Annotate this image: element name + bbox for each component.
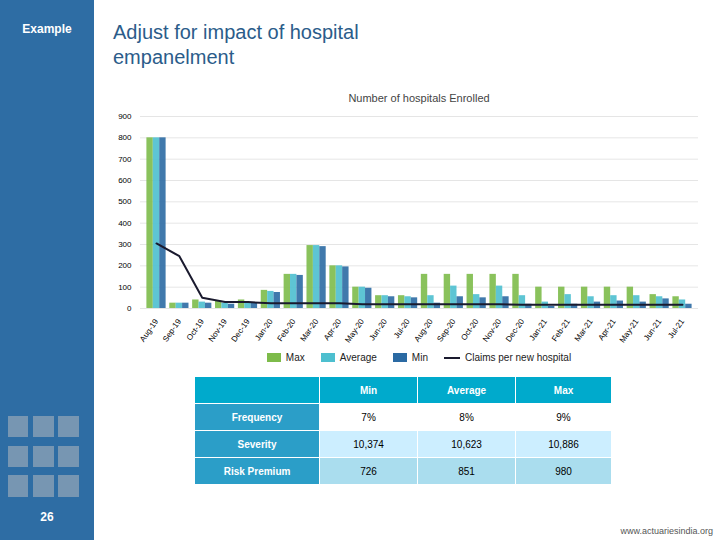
svg-text:Jun-21: Jun-21 (642, 317, 664, 343)
html-text:Number of hospitals Enrolled: Number of hospitals Enrolled (348, 92, 490, 104)
svg-text:Nov-19: Nov-19 (207, 317, 229, 344)
html-text:980: 980 (555, 465, 572, 477)
html-text:26: 26 (40, 510, 54, 524)
html-text:Claims per new hospital: Claims per new hospital (465, 352, 572, 363)
svg-text:400: 400 (118, 219, 132, 228)
html-text:Max: Max (285, 352, 305, 363)
svg-text:Apr-21: Apr-21 (596, 317, 617, 342)
svg-text:Feb-21: Feb-21 (550, 317, 572, 343)
svg-text:Jan-21: Jan-21 (528, 317, 550, 343)
svg-text:Sep-19: Sep-19 (161, 317, 183, 344)
svg-text:300: 300 (118, 240, 132, 249)
svg-text:200: 200 (118, 261, 132, 270)
svg-text:700: 700 (118, 155, 132, 164)
svg-text:Jul-20: Jul-20 (392, 317, 412, 340)
svg-text:Dec-19: Dec-19 (230, 317, 252, 344)
html-text:8%: 8% (459, 411, 474, 423)
html-text:726: 726 (360, 465, 377, 477)
svg-text:Jan-20: Jan-20 (253, 317, 275, 343)
html-text:www.actuariesindia.org: www.actuariesindia.org (620, 526, 713, 536)
svg-text:Oct-19: Oct-19 (185, 317, 206, 342)
svg-text:May-20: May-20 (343, 317, 366, 344)
svg-text:500: 500 (118, 197, 132, 206)
html-text:Average: Average (339, 352, 377, 363)
html-text:Adjust for impact of hospital: Adjust for impact of hospital empanelmen… (113, 21, 359, 68)
svg-text:Apr-20: Apr-20 (322, 317, 343, 342)
svg-text:Nov-20: Nov-20 (481, 317, 503, 344)
svg-text:800: 800 (118, 133, 132, 142)
svg-text:Jun-20: Jun-20 (368, 317, 390, 343)
html-text:10,623: 10,623 (451, 438, 482, 450)
html-text:Risk Premium: Risk Premium (223, 465, 291, 477)
html-text:Frequency: Frequency (231, 411, 283, 423)
svg-text:Aug-19: Aug-19 (138, 317, 160, 344)
svg-text:Mar-21: Mar-21 (573, 317, 595, 343)
svg-text:100: 100 (118, 283, 132, 292)
html-text:9%: 9% (556, 411, 571, 423)
svg-text:600: 600 (118, 176, 132, 185)
svg-text:900: 900 (118, 112, 132, 121)
html-text:Example: Example (22, 22, 72, 36)
html-text:10,374: 10,374 (353, 438, 384, 450)
svg-text:Oct-20: Oct-20 (459, 317, 480, 342)
html-text:Average: Average (447, 384, 487, 396)
svg-text:Aug-20: Aug-20 (413, 317, 435, 344)
html-text:Min: Min (360, 384, 378, 396)
svg-text:Feb-20: Feb-20 (276, 317, 298, 343)
html-text:Severity: Severity (237, 438, 277, 450)
html-text:Min: Min (411, 352, 428, 363)
html-text:851: 851 (458, 465, 475, 477)
svg-text:Jul-21: Jul-21 (666, 317, 686, 340)
html-text:10,886: 10,886 (548, 438, 579, 450)
svg-text:May-21: May-21 (618, 317, 641, 344)
html-text:Max: Max (553, 384, 574, 396)
html-text:7%: 7% (361, 411, 376, 423)
svg-text:Dec-20: Dec-20 (504, 317, 526, 344)
svg-text:Sep-20: Sep-20 (435, 317, 457, 344)
svg-text:Mar-20: Mar-20 (298, 317, 320, 343)
svg-text:0: 0 (127, 304, 132, 313)
